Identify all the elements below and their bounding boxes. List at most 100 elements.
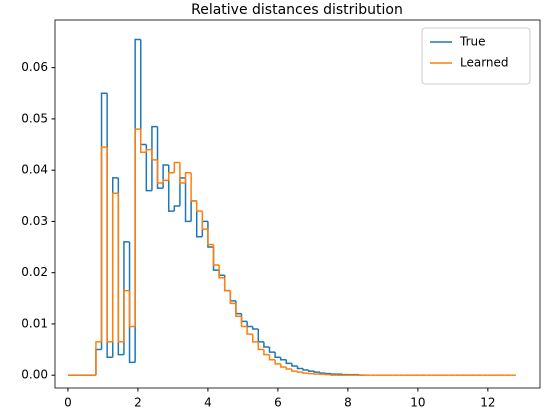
hist-step bbox=[319, 372, 326, 374]
hist-step bbox=[95, 348, 102, 376]
hist-step bbox=[296, 365, 304, 370]
series-1 bbox=[67, 128, 516, 376]
x-tick-label: 4 bbox=[204, 396, 212, 410]
hist-step bbox=[235, 300, 242, 315]
hist-step bbox=[212, 247, 220, 271]
hist-step bbox=[117, 193, 124, 343]
hist-step bbox=[223, 277, 231, 292]
hist-step bbox=[179, 177, 186, 207]
hist-step bbox=[279, 363, 287, 368]
hist-step bbox=[330, 374, 337, 376]
hist-step bbox=[274, 352, 281, 358]
hist-step bbox=[285, 359, 292, 365]
hist-step bbox=[330, 373, 337, 375]
hist-step bbox=[184, 171, 192, 183]
hist-step bbox=[302, 368, 309, 371]
hist-step bbox=[106, 93, 113, 358]
hist-step bbox=[145, 148, 152, 153]
hist-step bbox=[156, 126, 164, 189]
hist-step bbox=[190, 200, 197, 222]
hist-step bbox=[229, 290, 236, 302]
hist-step bbox=[134, 38, 141, 363]
hist-step bbox=[296, 371, 304, 373]
hist-step bbox=[128, 241, 136, 364]
hist-step bbox=[246, 321, 253, 328]
x-tick-label: 8 bbox=[344, 396, 352, 410]
hist-step bbox=[268, 346, 276, 353]
hist-step bbox=[167, 165, 175, 212]
hist-step bbox=[313, 371, 320, 373]
hist-step bbox=[235, 303, 242, 317]
hist-step bbox=[285, 366, 292, 370]
hist-step bbox=[184, 177, 192, 223]
hist-step bbox=[207, 221, 214, 248]
x-tick-label: 0 bbox=[64, 396, 72, 410]
hist-step bbox=[95, 341, 102, 376]
x-tick-label: 10 bbox=[410, 396, 425, 410]
hist-step bbox=[162, 164, 169, 189]
hist-step bbox=[201, 211, 208, 230]
hist-step bbox=[117, 177, 124, 356]
hist-step bbox=[100, 92, 108, 350]
hist-step bbox=[307, 370, 315, 372]
hist-step bbox=[212, 244, 220, 266]
hist-step bbox=[324, 372, 332, 375]
hist-step bbox=[190, 172, 197, 202]
hist-step bbox=[240, 316, 248, 328]
hist-step bbox=[257, 329, 264, 343]
hist-step bbox=[173, 161, 180, 173]
hist-step bbox=[207, 229, 214, 246]
hist-step bbox=[195, 200, 203, 238]
hist-step bbox=[257, 341, 264, 351]
y-tick-label: 0.05 bbox=[21, 111, 48, 125]
hist-step bbox=[134, 128, 141, 327]
x-tick-label: 6 bbox=[274, 396, 282, 410]
y-tick-label: 0.00 bbox=[21, 368, 48, 382]
hist-step bbox=[167, 171, 175, 181]
hist-step bbox=[145, 144, 152, 192]
hist-step bbox=[218, 264, 225, 279]
hist-step bbox=[229, 290, 236, 305]
hist-step bbox=[139, 39, 147, 146]
axes-frame bbox=[54, 19, 541, 389]
hist-step bbox=[268, 354, 276, 361]
hist-step bbox=[307, 372, 315, 375]
chart-title: Relative distances distribution bbox=[191, 2, 403, 18]
hist-step bbox=[128, 290, 136, 328]
legend-label: Learned bbox=[460, 56, 509, 70]
hist-step bbox=[218, 270, 225, 276]
hist-step bbox=[123, 289, 130, 342]
hist-step bbox=[263, 349, 270, 356]
hist-step bbox=[156, 159, 164, 184]
y-tick-label: 0.03 bbox=[21, 214, 48, 228]
y-tick-label: 0.04 bbox=[21, 163, 48, 177]
hist-step bbox=[291, 369, 298, 372]
hist-step bbox=[100, 146, 108, 342]
hist-step bbox=[274, 359, 281, 365]
hist-step bbox=[324, 373, 332, 376]
hist-step bbox=[151, 149, 158, 161]
hist-step bbox=[251, 334, 259, 343]
hist-step bbox=[302, 372, 309, 374]
hist-step bbox=[313, 373, 320, 375]
y-tick-label: 0.06 bbox=[21, 60, 48, 74]
hist-step bbox=[123, 241, 130, 355]
hist-step bbox=[162, 179, 169, 183]
x-tick-label: 12 bbox=[480, 396, 495, 410]
hist-step bbox=[291, 363, 298, 367]
hist-step bbox=[251, 326, 259, 330]
hist-step bbox=[173, 205, 180, 212]
hist-step bbox=[111, 177, 119, 358]
hist-step bbox=[279, 357, 287, 361]
y-tick-label: 0.01 bbox=[21, 316, 48, 330]
hist-step bbox=[246, 326, 253, 335]
y-tick-label: 0.02 bbox=[21, 265, 48, 279]
hist-step bbox=[106, 147, 113, 343]
hist-step bbox=[240, 313, 248, 323]
hist-step bbox=[151, 125, 158, 191]
legend-label: True bbox=[459, 35, 486, 49]
hist-step bbox=[263, 341, 270, 348]
x-tick-label: 2 bbox=[134, 396, 142, 410]
hist-step bbox=[111, 192, 119, 342]
